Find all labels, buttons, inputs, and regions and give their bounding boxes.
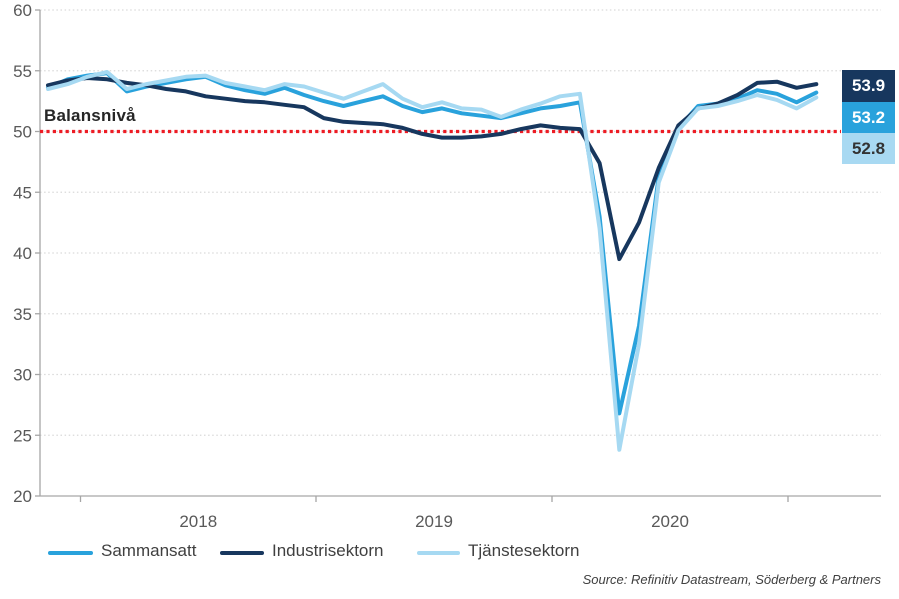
series-end-value-labels: 53.9 53.2 52.8	[842, 70, 895, 164]
legend-label-industrisektorn: Industrisektorn	[272, 541, 384, 560]
legend-swatch-tjanstesektorn	[417, 551, 460, 555]
svg-text:2018: 2018	[179, 512, 217, 531]
end-value-industrisektorn: 53.9	[842, 70, 895, 102]
legend-swatch-sammansatt	[48, 551, 93, 555]
balance-level-annotation: Balansnivå	[44, 106, 136, 125]
svg-text:25: 25	[13, 426, 32, 445]
svg-text:2019: 2019	[415, 512, 453, 531]
svg-text:60: 60	[13, 1, 32, 20]
svg-text:50: 50	[13, 123, 32, 142]
svg-text:35: 35	[13, 305, 32, 324]
end-value-tjanstesektorn: 52.8	[842, 133, 895, 164]
svg-text:40: 40	[13, 244, 32, 263]
svg-text:45: 45	[13, 183, 32, 202]
legend: Sammansatt Industrisektorn Tjänstesektor…	[0, 540, 899, 566]
svg-text:55: 55	[13, 62, 32, 81]
svg-text:2020: 2020	[651, 512, 689, 531]
legend-label-tjanstesektorn: Tjänstesektorn	[468, 541, 580, 560]
legend-swatch-industrisektorn	[220, 551, 264, 555]
svg-text:30: 30	[13, 366, 32, 385]
legend-label-sammansatt: Sammansatt	[101, 541, 197, 560]
svg-text:20: 20	[13, 487, 32, 506]
source-attribution: Source: Refinitiv Datastream, Söderberg …	[582, 572, 881, 587]
chart-plot-area: 60 55 50 45 40 35 30 25 20 2018 2019 2020	[13, 1, 881, 531]
end-value-sammansatt: 53.2	[842, 102, 895, 133]
